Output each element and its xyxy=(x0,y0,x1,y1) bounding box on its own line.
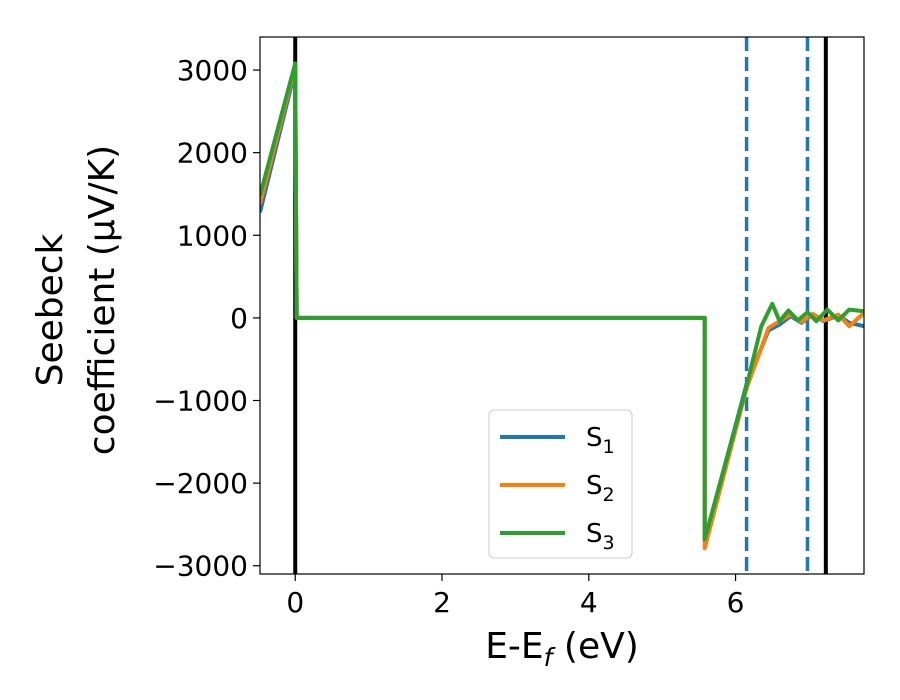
plot-frame xyxy=(259,36,865,575)
y-tick-label: −2000 xyxy=(153,467,248,500)
y-tick-label: −1000 xyxy=(153,385,248,418)
legend: S1 S2 S3 xyxy=(488,409,633,559)
legend-label: S1 xyxy=(586,423,615,458)
y-axis-ticks: −3000 −2000 −1000 0 1000 2000 3000 xyxy=(153,54,260,583)
y-tick-label: −3000 xyxy=(153,550,248,583)
y-axis-title-line-2: coefficient (μV/K) xyxy=(82,145,123,455)
legend-label: S2 xyxy=(586,471,615,506)
series-lines xyxy=(260,61,864,551)
x-tick-label: 4 xyxy=(580,586,598,619)
y-tick-label: 2000 xyxy=(177,137,248,170)
y-axis-title: Seebeck coefficient (μV/K) xyxy=(30,145,123,455)
x-tick-label: 0 xyxy=(286,586,304,619)
y-tick-label: 3000 xyxy=(177,54,248,87)
x-axis-ticks: 0 2 4 6 xyxy=(286,574,744,619)
x-axis-title: E-Ef (eV) xyxy=(485,626,639,672)
series-line-3 xyxy=(260,61,864,542)
x-tick-label: 6 xyxy=(727,586,745,619)
legend-label: S3 xyxy=(586,519,615,554)
x-tick-label: 2 xyxy=(433,586,451,619)
y-tick-label: 1000 xyxy=(177,219,248,252)
y-axis-title-line-1: Seebeck xyxy=(30,233,71,386)
y-tick-label: 0 xyxy=(230,302,248,335)
